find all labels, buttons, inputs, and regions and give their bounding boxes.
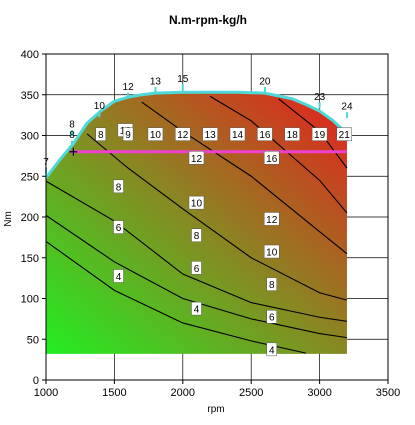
contour-label: 4 (269, 345, 275, 356)
boundary-label: 10 (94, 101, 106, 112)
contour-label-box (266, 277, 277, 291)
boundary-label: 8 (69, 120, 75, 131)
contour-label-box (191, 301, 202, 316)
boundary-label: 13 (150, 76, 162, 87)
contour-label-box (266, 342, 277, 357)
contour-label-box (263, 212, 280, 226)
contour-label: 13 (205, 130, 217, 141)
contour-label: 6 (269, 313, 275, 324)
contour-label: 6 (116, 223, 122, 234)
chart-title: N.m-rpm-kg/h (169, 13, 247, 27)
contour-label-box (202, 127, 218, 141)
contour-label: 12 (191, 154, 203, 165)
y-tick-label: 400 (21, 49, 39, 61)
y-tick-label: 50 (27, 334, 39, 346)
contour-label-box (188, 151, 205, 165)
contour-label: 4 (116, 272, 122, 283)
max-torque-curve (44, 90, 348, 179)
contour-labels: 7881012131520232481091012131416181921121… (43, 74, 353, 356)
contour-label-box (113, 220, 124, 234)
contour-label: 14 (232, 130, 244, 141)
contour-label-box (113, 179, 124, 194)
curves (44, 90, 348, 179)
boundary-label: 24 (341, 102, 353, 113)
y-tick-label: 300 (21, 131, 39, 143)
contour-label-box (175, 127, 191, 141)
contour-label-box (95, 127, 106, 141)
contour-label-box (336, 127, 352, 141)
contour-label: 21 (339, 130, 351, 141)
contour-label: 18 (287, 130, 299, 141)
y-tick-label: 100 (21, 294, 39, 306)
contour-label-box (263, 244, 280, 259)
axes: 1000 1500 2000 2500 3000 3500 0 50 100 150 200 250 3… (21, 49, 401, 399)
contour-label: 10 (191, 199, 203, 210)
contour-label: 8 (116, 182, 122, 193)
contour-label-box (229, 127, 246, 141)
contour-line-10 (86, 133, 348, 301)
x-tick-label: 1500 (102, 387, 126, 399)
contour-line-12 (141, 101, 348, 255)
contour-label: 16 (259, 130, 271, 141)
contour-label-box (188, 195, 205, 210)
y-axis-label: Nm (3, 211, 14, 227)
contour-label-box (191, 261, 202, 275)
contour-label: 8 (269, 280, 275, 291)
contour-label-box (311, 127, 328, 141)
x-tick-label: 1000 (34, 387, 58, 399)
contour-label: 8 (194, 231, 200, 242)
y-tick-label: 350 (21, 90, 39, 102)
x-tick-label: 3500 (376, 387, 400, 399)
crosshair-marker (69, 147, 78, 156)
contour-label-box (266, 309, 277, 324)
contour-line-6 (45, 214, 348, 339)
boundary-label: 8 (69, 130, 75, 141)
x-tick-label: 2000 (171, 387, 195, 399)
x-tick-label: 3000 (307, 387, 331, 399)
contour-line-8 (45, 180, 348, 322)
contour-label-box (191, 228, 202, 242)
contour-label: 12 (177, 130, 189, 141)
contour-label-box (147, 127, 164, 141)
contour-label: 16 (266, 154, 278, 165)
y-tick-label: 0 (33, 375, 39, 387)
contour-label: 19 (314, 130, 326, 141)
x-axis-label: rpm (207, 404, 224, 415)
boundary-label: 23 (314, 92, 326, 103)
contour-label-box (263, 151, 280, 165)
contour-label: 6 (194, 264, 200, 275)
contour-label-box (257, 127, 273, 141)
contour-label: 10 (150, 130, 162, 141)
boundary-label: 12 (123, 82, 135, 93)
y-tick-label: 250 (21, 171, 39, 183)
y-tick-label: 150 (21, 253, 39, 265)
boundary-label: 20 (259, 76, 271, 87)
contour-label-box (122, 127, 134, 141)
contour-label: 4 (194, 305, 200, 316)
x-tick-label: 2500 (239, 387, 263, 399)
contour-label: 12 (266, 215, 278, 226)
contour-label: 8 (98, 130, 104, 141)
contour-label: 9 (125, 130, 131, 141)
contour-label: 10 (266, 248, 278, 259)
boundary-label: 15 (177, 74, 189, 85)
contour-label-box (284, 127, 300, 141)
contour-label-box (113, 269, 124, 283)
y-tick-label: 200 (21, 212, 39, 224)
